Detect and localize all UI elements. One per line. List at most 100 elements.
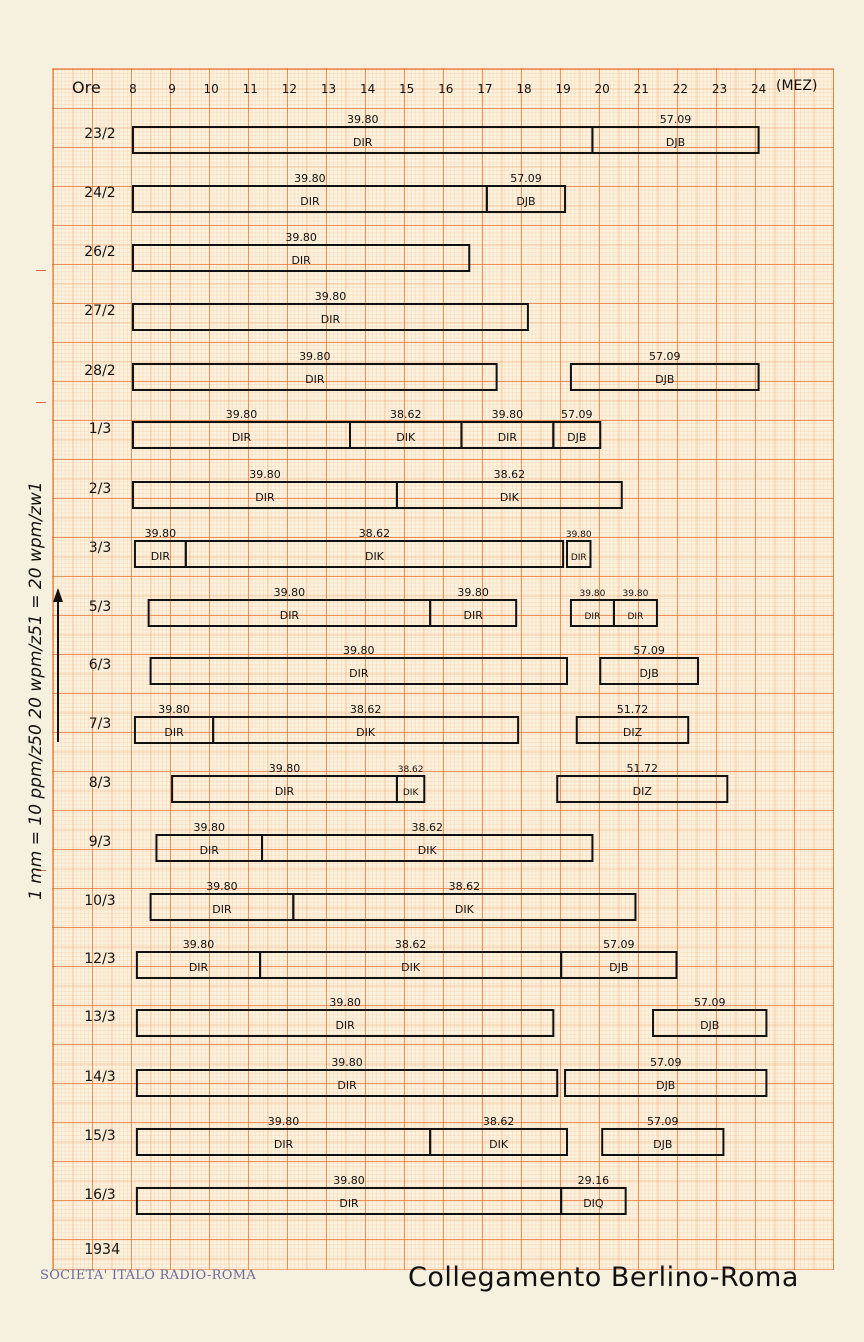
transmission-bar [599,657,699,685]
station-label: DIR [212,903,232,916]
station-label: DJB [653,1138,672,1151]
frequency-label: 39.80 [566,530,592,540]
station-label: DIR [291,254,311,267]
frequency-label: 51.72 [617,703,649,716]
frequency-label: 39.80 [226,408,258,421]
hour-tick-label: 17 [477,82,492,96]
schedule-row: 5/3 39.80 DIR 39.80 DIR 39.80 DIR 39.80 DIR [89,586,658,627]
schedule-row: 2/3 39.80 DIR 38.62 DIK [89,468,623,509]
station-label: DIK [401,961,421,974]
hour-tick-label: 16 [438,82,453,96]
margin-tick [36,270,46,271]
hour-tick-label: 9 [168,82,176,96]
transmission-bar [652,1009,768,1037]
frequency-label: 39.80 [206,880,238,893]
frequency-label: 39.80 [580,589,606,599]
transmission-bar [261,834,594,862]
station-label: DIR [280,609,300,622]
station-label: DIK [396,431,416,444]
row-date-label: 13/3 [84,1009,115,1025]
frequency-label: 57.09 [603,938,635,951]
transmission-bar [135,1069,559,1097]
station-label: DJB [656,1079,675,1092]
frequency-label: 57.09 [633,644,665,657]
schedule-row: 24/2 39.80 DIR 57.09 DJB [84,172,567,213]
station-label: DIK [489,1138,509,1151]
transmission-bar [612,599,658,627]
station-label: DIR [232,431,252,444]
timezone-label: (MEZ) [776,78,818,94]
transmission-bar [552,421,602,449]
frequency-label: 39.80 [457,586,489,599]
station-label: DIR [275,785,295,798]
transmission-bar [149,657,569,685]
frequency-label: 29.16 [578,1174,610,1187]
transmission-bar [429,599,518,627]
row-date-label: 3/3 [89,540,112,556]
transmission-bar [485,185,567,213]
frequency-label: 39.80 [343,644,375,657]
transmission-bar [395,775,426,803]
station-label: DJB [639,667,658,680]
transmission-bar [132,363,498,391]
frequency-label: 39.80 [285,231,317,244]
schedule-row: 10/3 39.80 DIR 38.62 DIK [84,880,637,921]
hour-tick-label: 10 [204,82,219,96]
scale-arrow-head [53,588,63,602]
hour-tick-label: 11 [243,82,258,96]
frequency-label: 39.80 [299,350,331,363]
frequency-label: 39.80 [623,589,649,599]
row-date-label: 16/3 [84,1187,115,1203]
frequency-label: 39.80 [331,1056,363,1069]
schedule-row: 15/3 39.80 DIR 38.62 DIK 57.09 DJB [84,1115,725,1156]
hour-tick-label: 24 [751,82,766,96]
station-label: DJB [516,195,535,208]
transmission-bar [560,1187,627,1215]
hour-tick-label: 23 [712,82,727,96]
frequency-label: 38.62 [398,765,424,775]
station-label: DIK [365,550,385,563]
schedule-row: 23/2 39.80 DIR 57.09 DJB [84,113,760,154]
station-label: DIK [500,491,520,504]
frequency-label: 39.80 [274,586,306,599]
schedule-row: 16/3 39.80 DIR 29.16 DIQ [84,1174,627,1215]
margin-tick [36,870,46,871]
hour-tick-label: 20 [595,82,610,96]
station-label: DIZ [633,785,653,798]
frequency-label: 39.80 [347,113,379,126]
station-label: DIR [463,609,483,622]
year-label: 1934 [84,1240,121,1258]
schedule-row: 26/2 39.80 DIR [84,231,471,272]
schedule-row: 8/3 39.80 DIR 38.62 DIK 51.72 DIZ [89,762,729,803]
station-label: DIR [335,1019,355,1032]
frequency-label: 39.80 [492,408,524,421]
schedule-row: 3/3 39.80 DIR 38.62 DIK 39.80 DIR [89,527,592,568]
transmission-bar [184,540,565,568]
row-date-label: 12/3 [84,951,115,967]
transmission-bar [395,481,623,509]
station-label: DIR [339,1197,359,1210]
station-label: DJB [567,431,586,444]
station-label: DIR [305,373,325,386]
frequency-label: 39.80 [269,762,301,775]
station-label: DIR [349,667,369,680]
transmission-bar [564,1069,768,1097]
schedule-row: 14/3 39.80 DIR 57.09 DJB [84,1056,768,1097]
transmission-bar [575,716,690,744]
frequency-label: 57.09 [650,1056,682,1069]
station-label: DIR [585,612,601,622]
row-date-label: 8/3 [89,775,112,791]
hour-tick-label: 19 [555,82,570,96]
row-date-label: 9/3 [89,834,112,850]
hour-tick-label: 18 [516,82,531,96]
station-label: DIR [337,1079,357,1092]
transmission-bar [292,893,637,921]
station-label: DIR [274,1138,294,1151]
schedule-row: 6/3 39.80 DIR 57.09 DJB [89,644,699,685]
frequency-label: 39.80 [315,290,347,303]
hour-tick-label: 22 [673,82,688,96]
station-label: DIR [628,612,644,622]
frequency-label: 57.09 [647,1115,679,1128]
row-date-label: 28/2 [84,363,115,379]
